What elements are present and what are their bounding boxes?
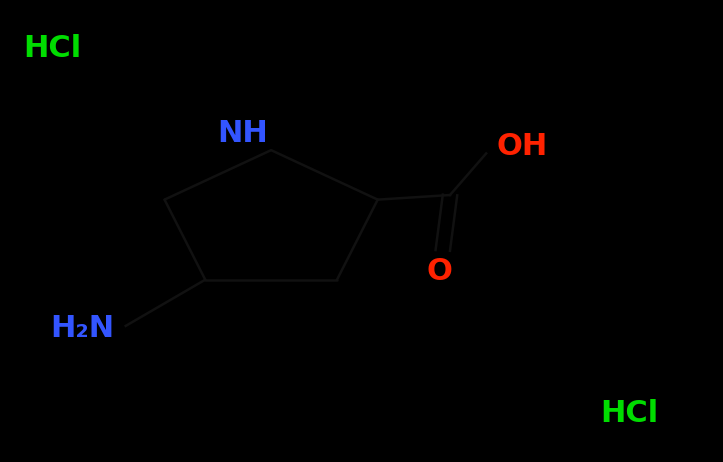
Text: O: O: [427, 257, 452, 286]
Text: OH: OH: [497, 132, 548, 161]
Text: H₂N: H₂N: [51, 314, 114, 343]
Text: HCl: HCl: [600, 399, 658, 428]
Text: HCl: HCl: [23, 34, 81, 63]
Text: NH: NH: [217, 120, 268, 148]
